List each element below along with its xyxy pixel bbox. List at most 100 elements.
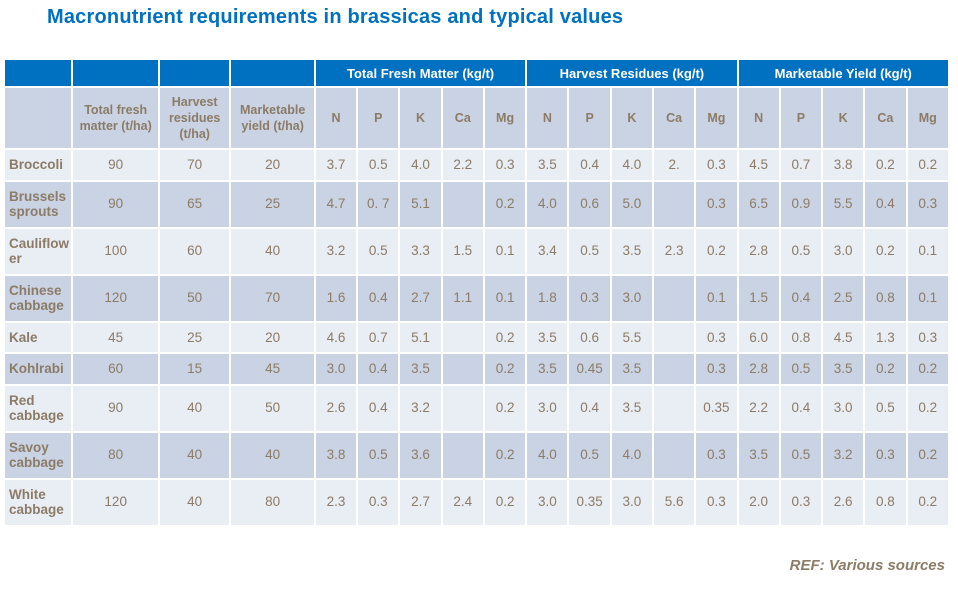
value-cell: 0.45	[569, 354, 610, 384]
value-cell: 0.4	[358, 385, 399, 431]
value-cell: 0.1	[484, 275, 526, 321]
value-cell: 0.3	[696, 150, 737, 180]
value-cell: 0.2	[484, 432, 526, 478]
value-cell: 60	[73, 354, 158, 384]
table-row: Savoy cabbage 80 40 40 3.8 0.5 3.6 0.2 4.0 0.5 4.0…	[5, 432, 948, 478]
column-header-cell: N	[315, 88, 357, 148]
value-cell: 2.6	[315, 385, 357, 431]
crop-name-cell: Cauliflower	[5, 228, 72, 274]
column-header-row: Total fresh matter (t/ha) Harvest residue…	[5, 88, 948, 148]
column-header-cell: Ca	[865, 88, 906, 148]
value-cell: 2.3	[315, 479, 357, 525]
value-cell: 0.8	[780, 322, 822, 353]
value-cell: 0.2	[484, 479, 526, 525]
value-cell: 0.4	[358, 354, 399, 384]
value-cell: 0.2	[865, 228, 906, 274]
value-cell: 0.3	[696, 181, 737, 227]
value-cell: 0.6	[569, 322, 610, 353]
value-cell: 2.6	[823, 479, 864, 525]
value-cell: 3.2	[315, 228, 357, 274]
value-cell: 120	[73, 275, 158, 321]
value-cell: 0.2	[865, 354, 906, 384]
value-cell	[442, 322, 483, 353]
value-cell	[653, 181, 695, 227]
value-cell: 0.2	[907, 385, 948, 431]
value-cell: 0.2	[907, 479, 948, 525]
value-cell: 2.2	[442, 150, 483, 180]
value-cell: 80	[231, 479, 314, 525]
value-cell: 0.5	[780, 432, 822, 478]
column-header-cell: P	[569, 88, 610, 148]
value-cell: 25	[231, 181, 314, 227]
value-cell: 0.1	[696, 275, 737, 321]
value-cell: 0.3	[696, 479, 737, 525]
value-cell	[653, 275, 695, 321]
value-cell: 0.9	[780, 181, 822, 227]
value-cell	[653, 354, 695, 384]
value-cell: 0.5	[569, 432, 610, 478]
value-cell: 5.1	[400, 322, 441, 353]
value-cell: 3.3	[400, 228, 441, 274]
column-header-cell: N	[738, 88, 779, 148]
column-header-cell: P	[358, 88, 399, 148]
value-cell: 3.5	[611, 385, 652, 431]
table-row: Cauliflower 100 60 40 3.2 0.5 3.3 1.5 0.1 3.4 0.5 3…	[5, 228, 948, 274]
value-cell	[442, 354, 483, 384]
page-title: Macronutrient requirements in brassicas …	[47, 6, 624, 28]
value-cell: 100	[73, 228, 158, 274]
value-cell: 3.0	[823, 228, 864, 274]
value-cell: 0.2	[907, 150, 948, 180]
value-cell: 3.2	[400, 385, 441, 431]
value-cell: 3.0	[611, 479, 652, 525]
group-header-row: Total Fresh Matter (kg/t) Harvest Residue…	[5, 60, 948, 86]
value-cell: 3.4	[527, 228, 568, 274]
table-row: Kohlrabi 60 15 45 3.0 0.4 3.5 0.2 3.5 0.45 3.5 0.3 2…	[5, 354, 948, 384]
value-cell: 3.0	[527, 385, 568, 431]
value-cell: 5.5	[611, 322, 652, 353]
value-cell: 3.8	[315, 432, 357, 478]
value-cell: 90	[73, 150, 158, 180]
value-cell: 20	[231, 150, 314, 180]
crop-name-cell: Kohlrabi	[5, 354, 72, 384]
value-cell: 70	[159, 150, 230, 180]
value-cell: 0.2	[484, 354, 526, 384]
value-cell: 4.0	[527, 432, 568, 478]
value-cell: 40	[159, 479, 230, 525]
value-cell: 0.2	[484, 322, 526, 353]
value-cell: 0.4	[780, 275, 822, 321]
value-cell: 3.2	[823, 432, 864, 478]
value-cell: 6.5	[738, 181, 779, 227]
column-header-cell: Total fresh matter (t/ha)	[73, 88, 158, 148]
value-cell: 0.5	[358, 150, 399, 180]
value-cell: 1.6	[315, 275, 357, 321]
value-cell: 0.8	[865, 275, 906, 321]
table-row: White cabbage 120 40 80 2.3 0.3 2.7 2.4 0.2 3.0 0.…	[5, 479, 948, 525]
value-cell: 3.6	[400, 432, 441, 478]
value-cell: 0.5	[865, 385, 906, 431]
value-cell: 0.2	[865, 150, 906, 180]
value-cell: 0.7	[358, 322, 399, 353]
value-cell: 3.5	[527, 322, 568, 353]
value-cell: 0.4	[569, 385, 610, 431]
value-cell: 4.0	[611, 150, 652, 180]
value-cell: 20	[231, 322, 314, 353]
column-header-cell: K	[823, 88, 864, 148]
column-header-empty-cell	[5, 88, 72, 148]
crop-name-cell: White cabbage	[5, 479, 72, 525]
value-cell: 1.5	[442, 228, 483, 274]
value-cell: 0.5	[780, 354, 822, 384]
value-cell: 40	[159, 385, 230, 431]
value-cell: 65	[159, 181, 230, 227]
value-cell: 0.2	[696, 228, 737, 274]
column-header-cell: Ca	[653, 88, 695, 148]
value-cell	[442, 385, 483, 431]
reference-note: REF: Various sources	[789, 557, 945, 574]
value-cell: 1.1	[442, 275, 483, 321]
column-header-cell: P	[780, 88, 822, 148]
value-cell: 3.0	[823, 385, 864, 431]
crop-name-cell: Broccoli	[5, 150, 72, 180]
value-cell: 0.4	[358, 275, 399, 321]
value-cell: 0.5	[780, 228, 822, 274]
column-header-cell: Mg	[484, 88, 526, 148]
